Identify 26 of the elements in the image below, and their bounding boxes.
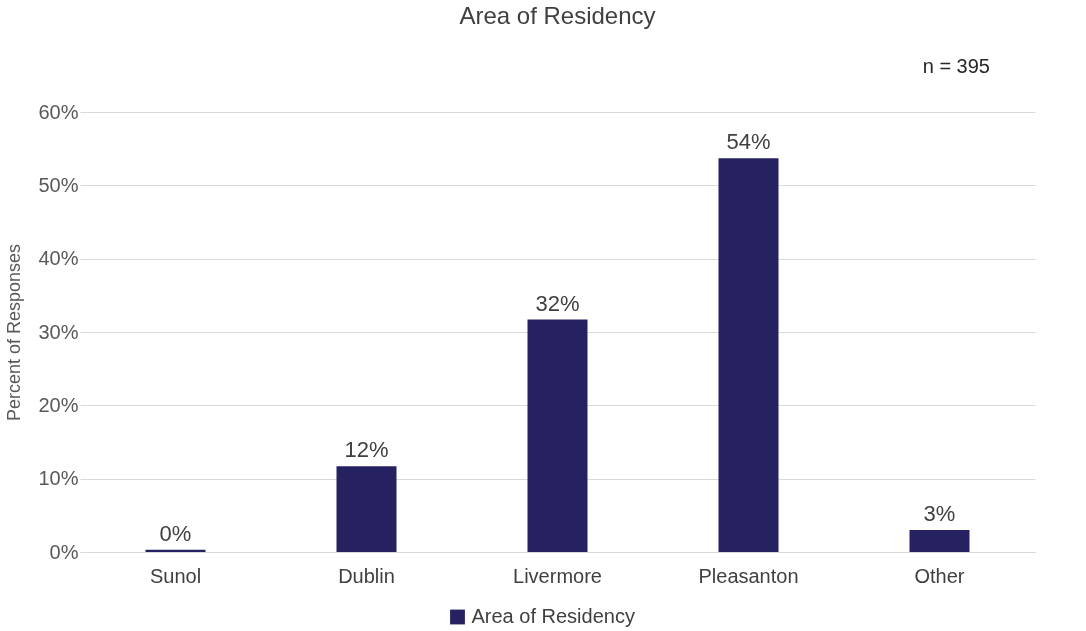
y-tick-label: 30% [38, 320, 79, 343]
y-tick-label: 20% [38, 393, 79, 416]
y-tick-label: 60% [38, 100, 79, 123]
bar [718, 158, 779, 552]
y-tick-label: 0% [49, 540, 79, 563]
x-tick-label: Sunol [149, 564, 202, 587]
data-label: 3% [923, 501, 956, 526]
y-tick-label: 50% [38, 173, 79, 196]
bar [145, 549, 206, 552]
y-tick-label: 10% [38, 467, 79, 490]
legend-label: Area of Residency [471, 605, 635, 627]
x-tick-label: Pleasanton [698, 564, 799, 587]
y-tick-label: 40% [38, 247, 79, 270]
text: n = 395 [922, 55, 990, 77]
x-tick-label: Livermore [513, 564, 602, 587]
y-axis-title: Percent of Responses [4, 243, 25, 422]
data-label: 0% [159, 520, 192, 546]
data-label: 54% [726, 129, 771, 155]
bar [909, 530, 970, 552]
bar [527, 319, 588, 552]
x-tick-label: Other [914, 564, 965, 587]
data-label: 32% [535, 290, 580, 316]
bar [336, 466, 397, 552]
data-label: 12% [344, 437, 389, 463]
chart-title: Area of Residency [459, 2, 656, 29]
x-tick-label: Dublin [338, 564, 395, 587]
